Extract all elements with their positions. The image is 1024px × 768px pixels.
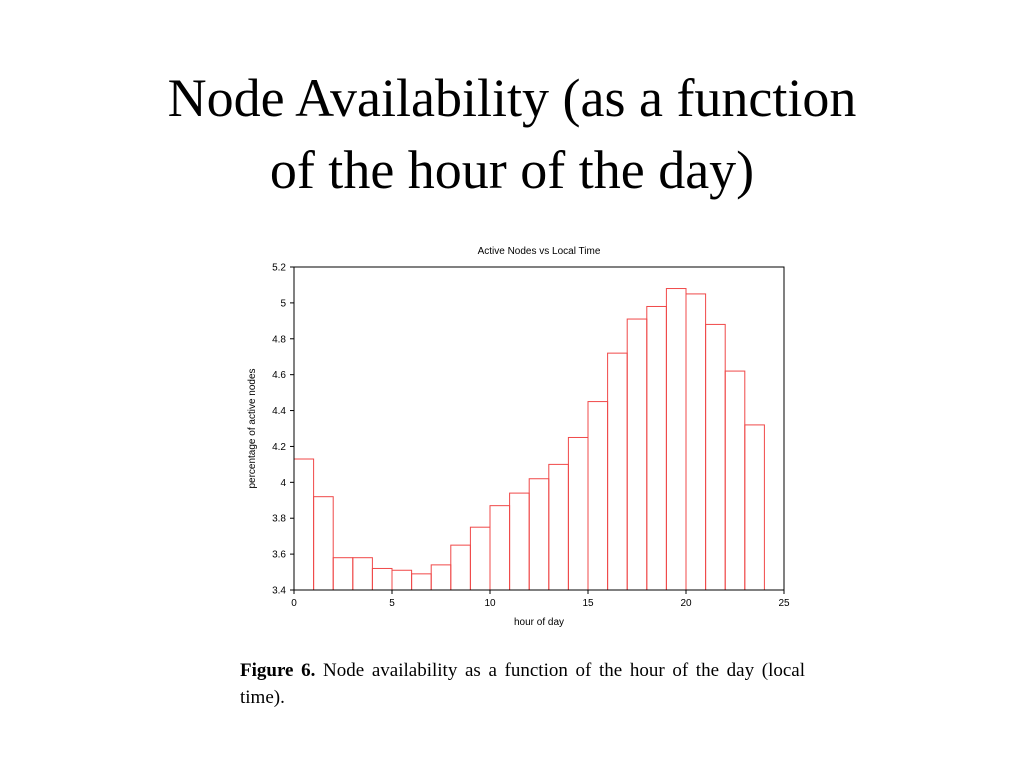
y-axis-label: percentage of active nodes <box>247 368 258 488</box>
x-tick-label: 20 <box>680 598 692 609</box>
bar-hour-3 <box>352 557 373 591</box>
bar-hour-5 <box>391 569 413 591</box>
y-tick-label: 3.6 <box>272 550 286 561</box>
bar-hour-8 <box>450 544 471 591</box>
y-tick-label: 4.2 <box>272 442 286 453</box>
bar-hour-10 <box>489 505 511 591</box>
bar-hour-7 <box>430 564 452 591</box>
bar-hour-14 <box>567 436 589 591</box>
bar-hour-4 <box>371 567 393 591</box>
y-tick-label: 5 <box>280 298 286 309</box>
bar-hour-17 <box>626 318 648 591</box>
y-tick-label: 4.6 <box>272 370 286 381</box>
bar-hour-0 <box>293 458 315 591</box>
y-tick-label: 5.2 <box>272 263 286 274</box>
figure-caption: Figure 6. Node availability as a functio… <box>240 657 805 711</box>
slide-title-line-2: of the hour of the day) <box>269 140 755 200</box>
y-tick-label: 4.8 <box>272 334 286 345</box>
bar-hour-1 <box>313 496 334 591</box>
slide-title: Node Availability (as a function of the … <box>0 62 1024 206</box>
y-axis-ticks: 3.4 3.6 3.8 4 4.2 4.4 4.6 4.8 5 5.2 <box>272 263 294 597</box>
caption-label: Figure 6. <box>240 660 316 681</box>
slide-title-line-1: Node Availability (as a function <box>167 68 857 128</box>
bar-hour-2 <box>332 557 354 591</box>
x-axis-ticks: 0 5 10 15 20 25 <box>291 590 790 609</box>
bar-hour-23 <box>744 424 765 591</box>
y-tick-label: 3.8 <box>272 514 286 525</box>
bar-hour-21 <box>705 323 726 591</box>
bar-group <box>293 288 765 591</box>
bar-hour-20 <box>685 293 707 591</box>
x-tick-label: 10 <box>484 598 496 609</box>
bar-hour-13 <box>548 463 569 591</box>
x-tick-label: 15 <box>582 598 594 609</box>
bar-hour-16 <box>607 352 628 591</box>
active-nodes-chart: Active Nodes vs Local Time 3.4 3.6 3.8 4 4.2… <box>247 246 790 628</box>
bar-hour-22 <box>724 370 746 591</box>
y-tick-label: 4 <box>280 478 286 489</box>
bar-hour-6 <box>411 573 432 591</box>
y-tick-label: 4.4 <box>272 406 286 417</box>
bar-hour-18 <box>646 305 667 591</box>
caption-text: Node availability as a function of the h… <box>240 660 806 708</box>
bar-hour-15 <box>587 401 609 591</box>
x-tick-label: 25 <box>778 598 790 609</box>
x-tick-label: 0 <box>291 598 297 609</box>
x-axis-label: hour of day <box>514 617 564 628</box>
plot-frame <box>293 266 785 591</box>
bar-hour-11 <box>509 492 530 591</box>
bar-hour-9 <box>469 526 491 591</box>
y-tick-label: 3.4 <box>272 586 286 597</box>
bar-hour-12 <box>528 478 550 591</box>
chart-title: Active Nodes vs Local Time <box>478 246 601 257</box>
x-tick-label: 5 <box>389 598 395 609</box>
bar-hour-19 <box>665 288 687 591</box>
